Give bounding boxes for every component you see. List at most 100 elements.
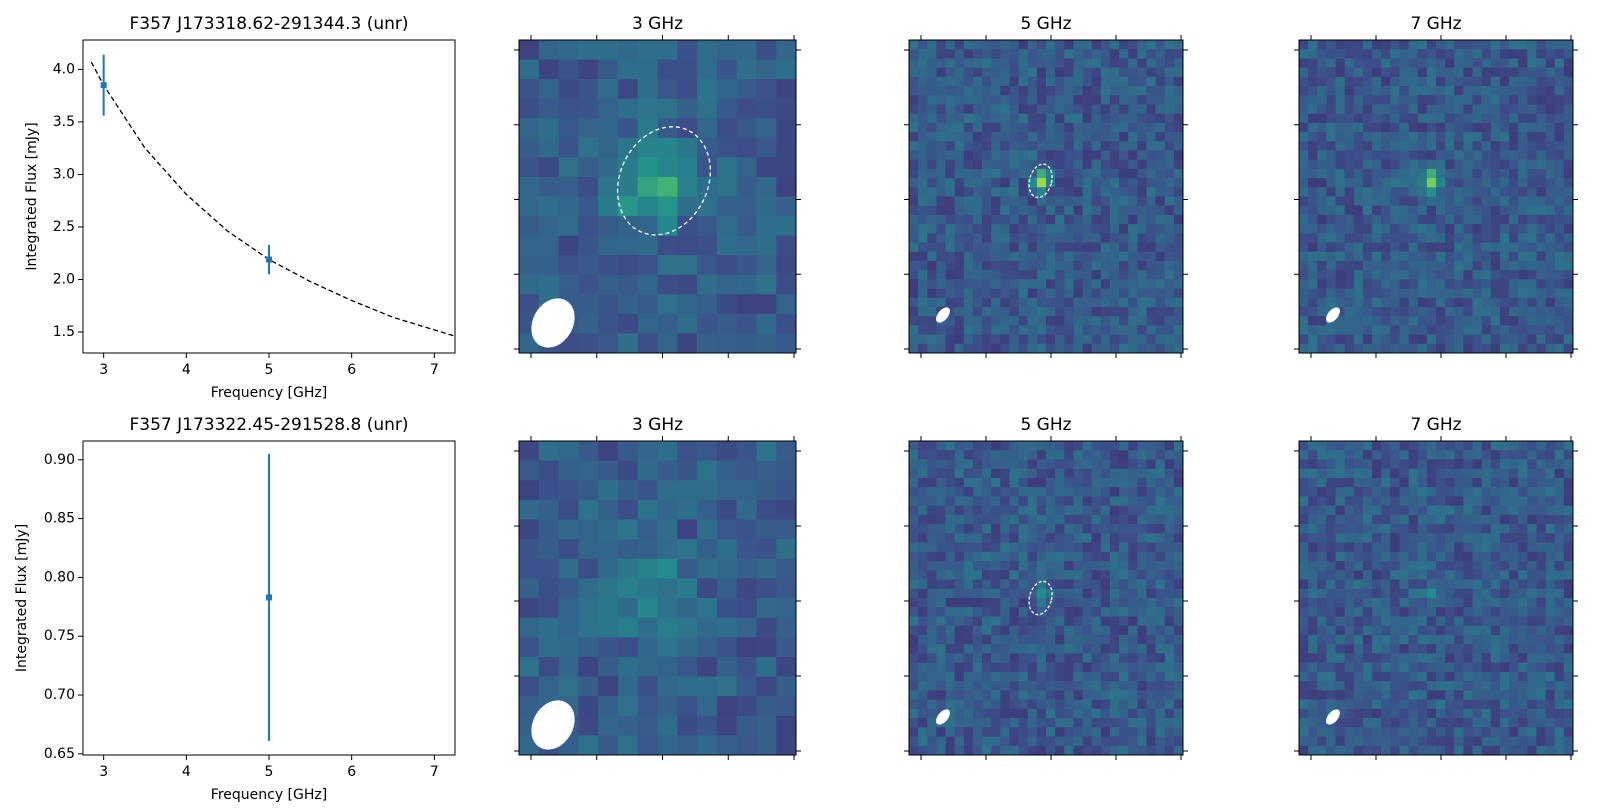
pixel	[1563, 187, 1574, 197]
pixel	[1164, 141, 1175, 151]
pixel	[1417, 570, 1428, 581]
pixel	[519, 539, 540, 560]
pixel	[1128, 113, 1138, 124]
pixel	[1335, 113, 1346, 124]
pixel	[1137, 242, 1147, 253]
pixel	[1417, 588, 1428, 599]
pixel	[1481, 159, 1492, 170]
pixel	[1299, 95, 1309, 105]
pixel	[1335, 699, 1346, 710]
pixel	[1554, 459, 1565, 470]
pixel	[1362, 662, 1373, 673]
pixel	[945, 196, 956, 207]
pixel	[1472, 224, 1483, 234]
pixel	[1536, 727, 1547, 738]
pixel	[1335, 468, 1346, 479]
pixel	[1454, 441, 1464, 451]
pixel	[1109, 477, 1120, 488]
pixel	[1173, 542, 1184, 553]
pixel	[1299, 607, 1309, 617]
pixel	[945, 251, 956, 262]
pixel	[1390, 736, 1400, 747]
pixel	[972, 671, 983, 682]
pixel	[1436, 708, 1446, 719]
pixel	[1426, 459, 1437, 470]
pixel	[1417, 542, 1428, 553]
pixel	[578, 294, 599, 315]
pixel	[1164, 524, 1175, 534]
pixel	[945, 487, 956, 497]
pixel	[1554, 214, 1565, 225]
pixel	[1499, 113, 1510, 124]
pixel	[1055, 325, 1065, 336]
pixel	[1499, 625, 1510, 636]
pixel	[1335, 306, 1346, 317]
pixel	[1000, 653, 1010, 664]
pixel	[945, 122, 956, 133]
pixel	[1155, 58, 1166, 69]
pixel	[1408, 76, 1419, 87]
pixel	[1036, 187, 1047, 197]
pixel	[1027, 270, 1038, 280]
pixel	[909, 496, 919, 507]
pixel	[918, 542, 928, 553]
pixel	[736, 118, 757, 139]
pixel	[657, 313, 678, 334]
pixel	[1119, 570, 1129, 581]
pixel	[1064, 625, 1074, 636]
pixel	[1128, 187, 1138, 197]
pixel	[1509, 477, 1519, 488]
pixel	[1545, 132, 1556, 142]
pixel	[936, 588, 947, 599]
pixel	[1472, 242, 1483, 253]
pixel	[1009, 671, 1020, 682]
pixel	[1018, 242, 1029, 253]
pixel	[1137, 196, 1147, 207]
pixel	[1481, 205, 1492, 216]
pixel	[945, 681, 956, 691]
pixel	[1490, 459, 1501, 470]
pixel	[1046, 579, 1056, 590]
pixel	[918, 708, 928, 719]
pixel	[578, 40, 599, 61]
pixel	[1509, 178, 1519, 188]
pixel	[756, 118, 777, 139]
pixel	[1091, 316, 1102, 326]
pixel	[1119, 334, 1129, 345]
pixel	[617, 196, 639, 217]
pixel	[1073, 297, 1084, 308]
x-axis-label: Frequency [GHz]	[211, 385, 327, 401]
pixel	[1436, 113, 1446, 124]
pixel	[1445, 477, 1455, 488]
pixel	[936, 450, 947, 460]
pixel	[927, 441, 937, 451]
pixel	[909, 644, 919, 654]
pixel	[1335, 561, 1346, 571]
pixel	[1344, 150, 1355, 161]
pixel	[578, 539, 599, 560]
pixel	[1046, 524, 1056, 534]
x-tick-label: 4	[182, 362, 191, 378]
pixel	[1109, 671, 1120, 682]
pixel	[1527, 150, 1537, 161]
pixel	[1173, 718, 1184, 728]
pixel	[954, 279, 965, 290]
pixel	[1055, 150, 1065, 161]
pixel	[1454, 159, 1464, 170]
pixel	[1009, 76, 1020, 87]
pixel	[1390, 260, 1400, 271]
pixel	[1344, 58, 1355, 69]
pixel	[1408, 334, 1419, 345]
pixel	[927, 49, 937, 59]
pixel	[936, 736, 947, 747]
pixel	[1137, 306, 1147, 317]
pixel	[1046, 205, 1056, 216]
pixel	[1463, 214, 1474, 225]
pixel	[1317, 598, 1327, 608]
pixel	[909, 95, 919, 105]
pixel	[1000, 86, 1010, 96]
pixel	[1344, 579, 1355, 590]
pixel	[1472, 459, 1483, 470]
pixel	[1362, 150, 1373, 161]
pixel	[1317, 524, 1327, 534]
